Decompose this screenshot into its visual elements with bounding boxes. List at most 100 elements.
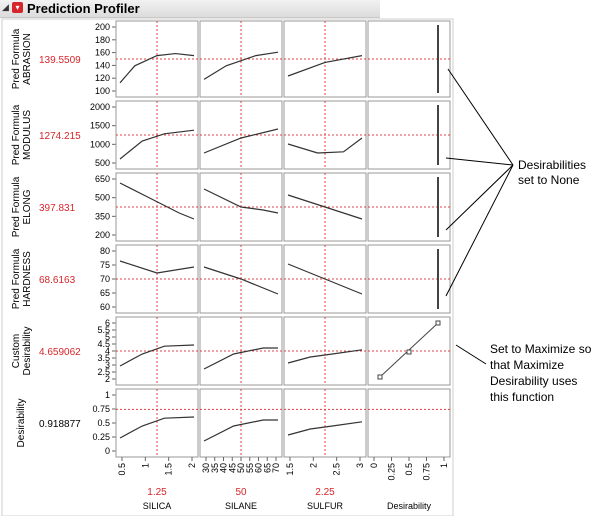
prediction-trace [287, 263, 363, 295]
x-tick-label: 0.5 [404, 463, 414, 476]
x-tick-label: 50 [236, 463, 246, 473]
y-tick-label: 140 [95, 60, 110, 70]
x-tick-label: 1 [140, 463, 150, 468]
y-tick-label: 1000 [90, 139, 110, 149]
profiler-frame [1, 18, 454, 516]
prediction-trace [203, 128, 279, 154]
column-name: SULFUR [307, 501, 344, 511]
column-current-value[interactable]: 2.25 [315, 487, 335, 498]
y-tick-label: 4.5 [97, 339, 110, 349]
y-tick-label: 60 [100, 302, 110, 312]
annotation-leader-line [447, 68, 514, 166]
y-tick-label: 3.5 [97, 353, 110, 363]
prediction-trace [119, 260, 195, 274]
prediction-trace [119, 344, 195, 367]
column-current-value[interactable]: 50 [235, 487, 247, 498]
x-tick-label: 3 [355, 463, 365, 468]
x-tick-label: 1.5 [164, 463, 174, 476]
y-tick-label: 4 [105, 346, 110, 356]
x-tick-label: 0.25 [387, 463, 397, 481]
profiler-header: ◢ ▾ Prediction Profiler [0, 0, 380, 18]
y-tick-label: 5 [105, 332, 110, 342]
x-tick-label: 2 [187, 463, 197, 468]
x-tick-label: 55 [245, 463, 255, 473]
desirability-handle[interactable] [377, 374, 383, 380]
prediction-trace [119, 416, 195, 439]
profile-cell [199, 20, 283, 98]
profile-cell [367, 172, 451, 242]
profile-cell [199, 172, 283, 242]
x-tick-label: 65 [262, 463, 272, 473]
x-tick-label: 0 [369, 463, 379, 468]
row-label: Pred FormulaABRASION [11, 28, 33, 89]
column-name: SILANE [225, 501, 257, 511]
profile-cell [283, 244, 367, 314]
y-tick-label: 80 [100, 246, 110, 256]
y-tick-label: 0.5 [97, 418, 110, 428]
y-tick-label: 0 [105, 446, 110, 456]
y-tick-label: 500 [95, 193, 110, 203]
prediction-trace [203, 51, 279, 80]
x-tick-label: 30 [201, 463, 211, 473]
profile-cell [115, 20, 199, 98]
y-tick-label: 180 [95, 35, 110, 45]
x-tick-label: 70 [271, 463, 281, 473]
y-tick-label: 650 [95, 174, 110, 184]
prediction-trace [287, 421, 363, 436]
annotation-desirabilities-none: set to None [518, 173, 580, 187]
y-tick-label: 160 [95, 48, 110, 58]
row-current-value: 139.5509 [39, 55, 81, 66]
row-label: Pred FormulaELONG [11, 176, 33, 237]
prediction-trace [203, 419, 278, 442]
annotation-maximize: Desirability uses [490, 374, 577, 388]
prediction-trace [119, 52, 195, 84]
prediction-trace [287, 55, 363, 77]
desirability-handle[interactable] [435, 320, 441, 326]
x-tick-label: 1 [439, 463, 449, 468]
annotation-maximize: Set to Maximize so [490, 342, 592, 356]
row-current-value: 4.659062 [39, 347, 81, 358]
prediction-trace [119, 129, 195, 160]
red-triangle-menu-icon[interactable]: ▾ [12, 2, 23, 13]
x-tick-label: 60 [254, 463, 264, 473]
y-tick-label: 70 [100, 274, 110, 284]
annotation-maximize: that Maximize [490, 358, 564, 372]
y-tick-label: 100 [95, 86, 110, 96]
prediction-trace [287, 137, 363, 154]
column-current-value[interactable]: 1.25 [147, 487, 167, 498]
y-tick-label: 1 [105, 390, 110, 400]
x-tick-label: 2 [308, 463, 318, 468]
profile-cell [115, 316, 199, 386]
profiler-title: Prediction Profiler [27, 1, 140, 16]
row-current-value: 68.6163 [39, 275, 76, 286]
profile-cell [283, 172, 367, 242]
x-tick-label: 0.5 [117, 463, 127, 476]
profile-cell [199, 244, 283, 314]
profile-cell [367, 20, 451, 98]
y-tick-label: 0.75 [92, 404, 110, 414]
disclosure-triangle-icon[interactable]: ◢ [2, 2, 9, 12]
annotation-desirabilities-none: Desirabilities [518, 158, 586, 172]
profile-cell [115, 388, 199, 458]
annotation-maximize: this function [490, 390, 554, 404]
y-tick-label: 0.25 [92, 432, 110, 442]
prediction-trace [119, 182, 195, 220]
y-tick-label: 500 [95, 158, 110, 168]
desirability-handle[interactable] [406, 349, 412, 355]
profile-cell [199, 316, 283, 386]
prediction-trace [203, 188, 279, 214]
y-tick-label: 65 [100, 288, 110, 298]
row-label: Pred FormulaHARDNESS [11, 248, 33, 309]
x-tick-label: 0.75 [422, 463, 432, 481]
row-current-value: 397.831 [39, 203, 76, 214]
y-tick-label: 120 [95, 73, 110, 83]
profile-cell [367, 244, 451, 314]
prediction-trace [287, 194, 363, 220]
x-tick-label: 2.5 [332, 463, 342, 476]
x-tick-label: 35 [210, 463, 220, 473]
prediction-trace [203, 347, 278, 370]
profile-cell [367, 316, 451, 386]
annotation-leader-line [445, 164, 514, 231]
x-tick-label: 1.5 [285, 463, 295, 476]
row-label: Desirability [16, 399, 27, 448]
